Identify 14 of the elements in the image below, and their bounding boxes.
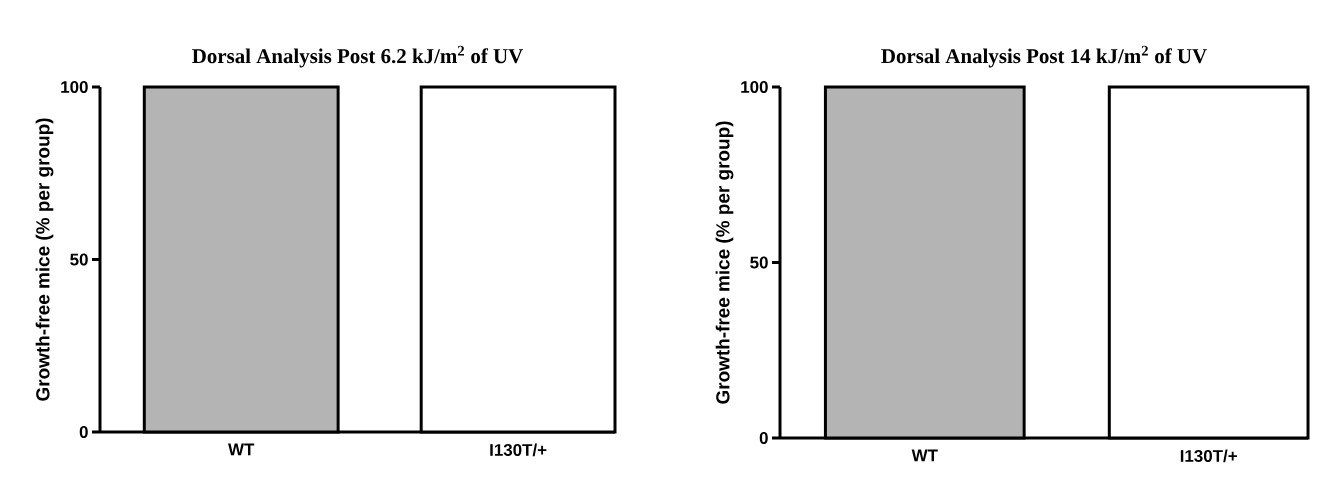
y-tick-label: 0 — [759, 432, 768, 444]
x-tick-label: WT — [228, 443, 255, 456]
chart-title: Dorsal Analysis Post 6.2 kJ/m$^{2}$ of UV — [192, 45, 524, 68]
x-tick-label: I130T/+ — [1180, 449, 1237, 463]
y-tick-label: 100 — [741, 81, 768, 93]
y-tick-label: 100 — [61, 81, 88, 93]
y-tick-label: 0 — [79, 426, 88, 438]
y-tick-label: 50 — [70, 253, 88, 266]
y-axis-title: Growth-free mice (% per group) — [715, 121, 734, 404]
y-axis-title: Growth-free mice (% per group) — [35, 118, 54, 401]
chart-title: Dorsal Analysis Post 14 kJ/m$^{2}$ of UV — [881, 45, 1207, 68]
x-tick-label: I130T/+ — [490, 443, 547, 457]
y-tick-label: 50 — [750, 256, 768, 269]
x-tick-label: WT — [911, 449, 938, 462]
